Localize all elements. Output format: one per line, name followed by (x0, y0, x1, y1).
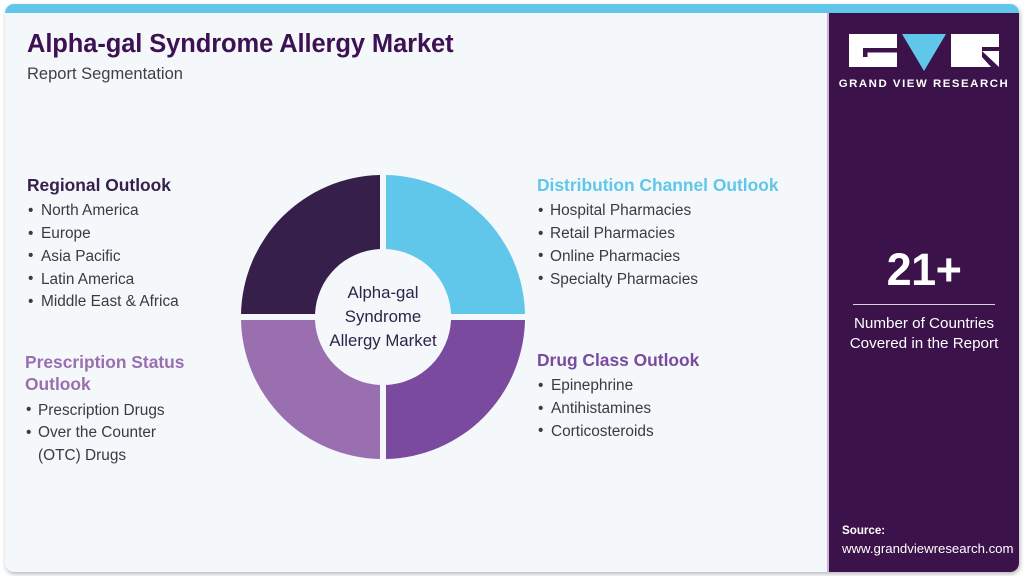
segment-heading-drugclass: Drug Class Outlook (537, 350, 700, 370)
donut-segment-distribution (386, 175, 525, 314)
list-item: Over the Counter (25, 422, 240, 445)
stat-number: 21+ (886, 244, 962, 295)
page-subtitle: Report Segmentation (27, 64, 183, 83)
brand-sidebar: GRAND VIEW RESEARCH 21+ Number of Countr… (827, 13, 1019, 572)
list-item: Retail Pharmacies (537, 223, 779, 246)
logo-r-icon (951, 34, 999, 67)
segment-prescription-status-outlook: Prescription Status Outlook Prescription… (25, 351, 240, 468)
list-item-continuation: (OTC) Drugs (38, 447, 127, 465)
donut-svg (241, 175, 525, 459)
stat-divider (853, 304, 995, 305)
segment-list-drugclass: Epinephrine Antihistamines Corticosteroi… (537, 375, 699, 443)
list-item: Online Pharmacies (537, 245, 779, 269)
logo-v-triangle-icon (902, 34, 946, 71)
source-title: Source: (842, 523, 886, 537)
top-accent-bar (5, 4, 1019, 13)
segmentation-donut-chart: Alpha-gal Syndrome Allergy Market (238, 172, 528, 462)
logo-g-icon (849, 34, 897, 67)
donut-segment-regional (241, 175, 380, 314)
list-item: Antihistamines (537, 398, 699, 421)
logo-marks (849, 34, 999, 71)
donut-segment-drugclass (386, 320, 525, 459)
donut-segment-prescription (241, 320, 380, 459)
list-item: Asia Pacific (27, 245, 179, 269)
list-item: Corticosteroids (537, 420, 699, 444)
list-item: North America (27, 200, 179, 223)
segment-distribution-channel-outlook: Distribution Channel Outlook Hospital Ph… (537, 174, 779, 291)
segment-drug-class-outlook: Drug Class Outlook Epinephrine Antihista… (537, 349, 699, 444)
segment-regional-outlook: Regional Outlook North America Europe As… (27, 174, 179, 314)
list-item: Specialty Pharmacies (537, 268, 779, 292)
segment-heading-distribution: Distribution Channel Outlook (537, 175, 779, 195)
source-url[interactable]: www.grandviewresearch.com (842, 540, 1014, 556)
list-item: Latin America (27, 268, 179, 292)
list-item: Prescription Drugs (25, 399, 240, 423)
header: Alpha-gal Syndrome Allergy Market Report… (27, 30, 454, 84)
segment-list-prescription: Prescription Drugs Over the Counter (OTC… (25, 399, 240, 468)
page-title: Alpha-gal Syndrome Allergy Market (27, 30, 454, 58)
source-block: Source: www.grandviewresearch.com (842, 523, 1014, 558)
segment-list-regional: North America Europe Asia Pacific Latin … (27, 200, 179, 314)
list-item: Hospital Pharmacies (537, 200, 779, 223)
segment-heading-regional: Regional Outlook (27, 175, 171, 195)
segment-heading-prescription: Prescription Status Outlook (25, 352, 185, 395)
list-item: Europe (27, 223, 179, 246)
donut-segments (241, 175, 525, 459)
stat-label-line-1: Number of Countries (853, 315, 995, 332)
list-item: Epinephrine (537, 375, 699, 398)
logo-wordmark: GRAND VIEW RESEARCH (838, 78, 1010, 90)
list-item: Middle East & Africa (27, 291, 179, 314)
report-card: Alpha-gal Syndrome Allergy Market Report… (5, 4, 1019, 572)
grand-view-research-logo: GRAND VIEW RESEARCH (829, 34, 1019, 90)
countries-stat: 21+ Number of Countries Covered in the R… (839, 247, 1009, 355)
segment-list-distribution: Hospital Pharmacies Retail Pharmacies On… (537, 200, 779, 291)
stat-label-line-2: Covered in the Report (849, 335, 999, 353)
